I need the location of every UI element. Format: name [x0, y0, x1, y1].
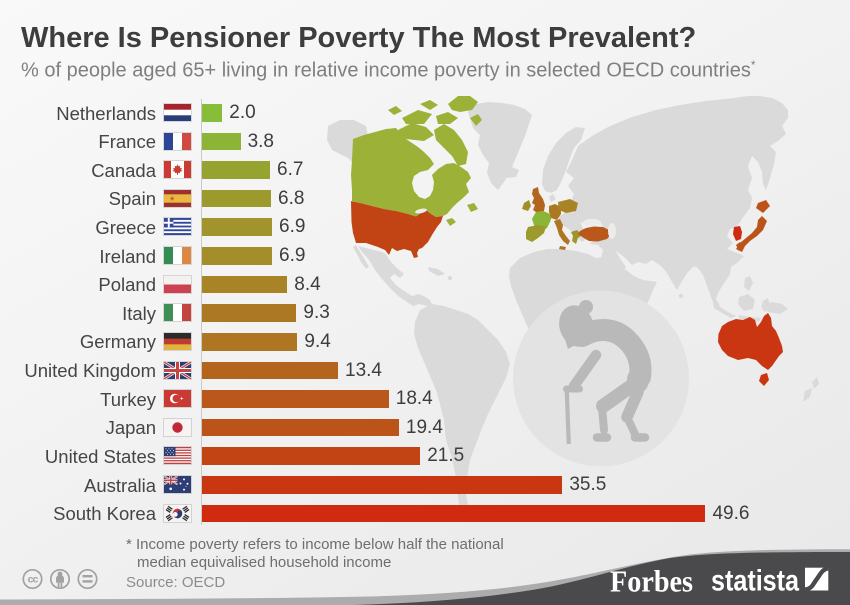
- svg-text:statista: statista: [711, 565, 799, 598]
- svg-text:cc: cc: [28, 574, 39, 586]
- svg-text:Forbes: Forbes: [610, 564, 693, 599]
